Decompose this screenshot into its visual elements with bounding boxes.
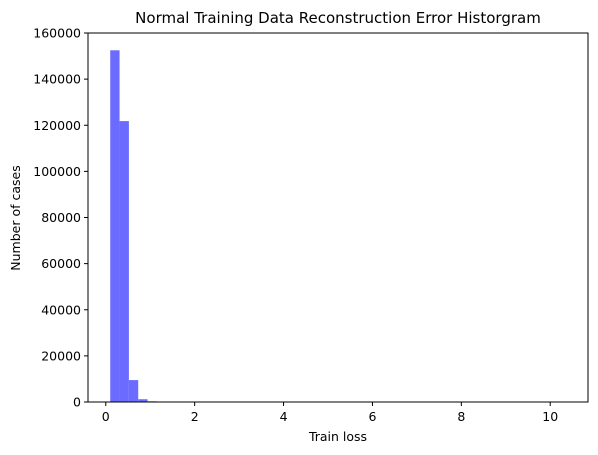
plot-frame xyxy=(87,32,589,403)
y-tick-label: 80000 xyxy=(41,210,81,225)
y-axis-ticks: 0 20000 40000 60000 80000 100000 120000 140000 1… xyxy=(33,26,88,410)
histogram-bar xyxy=(110,50,120,402)
y-tick-label: 160000 xyxy=(33,26,81,41)
x-axis-ticks: 0 2 4 6 8 10 xyxy=(102,402,558,424)
y-tick-label: 20000 xyxy=(41,348,81,363)
histogram-bar xyxy=(119,121,129,402)
y-tick-label: 60000 xyxy=(41,256,81,271)
x-tick-label: 4 xyxy=(280,409,288,424)
x-tick-label: 2 xyxy=(191,409,199,424)
x-tick-label: 6 xyxy=(368,409,376,424)
y-tick-label: 0 xyxy=(73,395,81,410)
x-axis-label: Train loss xyxy=(308,429,367,444)
x-tick-label: 8 xyxy=(457,409,465,424)
x-tick-label: 0 xyxy=(102,409,110,424)
y-tick-label: 120000 xyxy=(33,118,81,133)
y-tick-label: 100000 xyxy=(33,164,81,179)
y-tick-label: 140000 xyxy=(33,72,81,87)
histogram-bar xyxy=(128,380,139,402)
y-tick-label: 40000 xyxy=(41,302,81,317)
histogram-bar xyxy=(138,399,148,402)
chart-title: Normal Training Data Reconstruction Erro… xyxy=(135,9,541,27)
y-axis-label: Number of cases xyxy=(8,165,23,270)
x-tick-label: 10 xyxy=(542,409,558,424)
